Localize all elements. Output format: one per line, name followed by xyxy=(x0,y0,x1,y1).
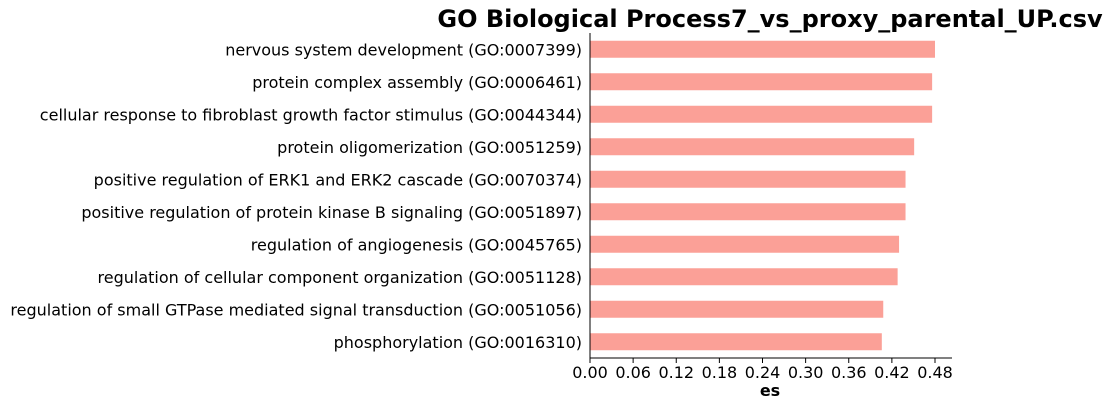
category-labels: nervous system development (GO:0007399) p… xyxy=(10,40,582,352)
bar xyxy=(590,333,882,351)
category-label: regulation of angiogenesis (GO:0045765) xyxy=(251,235,582,254)
x-tick-label: 0.24 xyxy=(745,363,781,382)
x-tick-label: 0.12 xyxy=(658,363,694,382)
x-axis-label: es xyxy=(760,381,780,400)
category-label: phosphorylation (GO:0016310) xyxy=(334,333,582,352)
bar xyxy=(590,203,906,221)
category-label: regulation of cellular component organiz… xyxy=(98,268,582,287)
x-tick-label: 0.42 xyxy=(874,363,910,382)
bars-group xyxy=(590,40,935,351)
x-tick-label: 0.18 xyxy=(702,363,738,382)
x-tick-label: 0.36 xyxy=(831,363,867,382)
category-label: positive regulation of ERK1 and ERK2 cas… xyxy=(94,170,582,189)
bar xyxy=(590,73,933,91)
category-label: protein oligomerization (GO:0051259) xyxy=(277,138,582,157)
category-label: regulation of small GTPase mediated sign… xyxy=(10,300,582,319)
category-label: protein complex assembly (GO:0006461) xyxy=(252,73,582,92)
x-tick-label: 0.00 xyxy=(572,363,608,382)
chart-title: GO Biological Process7_vs_proxy_parental… xyxy=(437,5,1103,33)
bar xyxy=(590,170,906,188)
bar xyxy=(590,138,915,156)
x-tick-label: 0.06 xyxy=(615,363,651,382)
x-axis: 0.00 0.06 0.12 0.18 0.24 0.30 0.36 0.42 0.48 xyxy=(572,357,953,382)
bar xyxy=(590,235,900,253)
category-label: nervous system development (GO:0007399) xyxy=(225,40,582,59)
bar xyxy=(590,40,935,58)
bar xyxy=(590,268,898,286)
x-tick-label: 0.48 xyxy=(917,363,953,382)
bar xyxy=(590,105,933,123)
x-tick-label: 0.30 xyxy=(788,363,824,382)
category-label: positive regulation of protein kinase B … xyxy=(81,203,582,222)
category-label: cellular response to fibroblast growth f… xyxy=(40,105,582,124)
bar xyxy=(590,300,884,318)
